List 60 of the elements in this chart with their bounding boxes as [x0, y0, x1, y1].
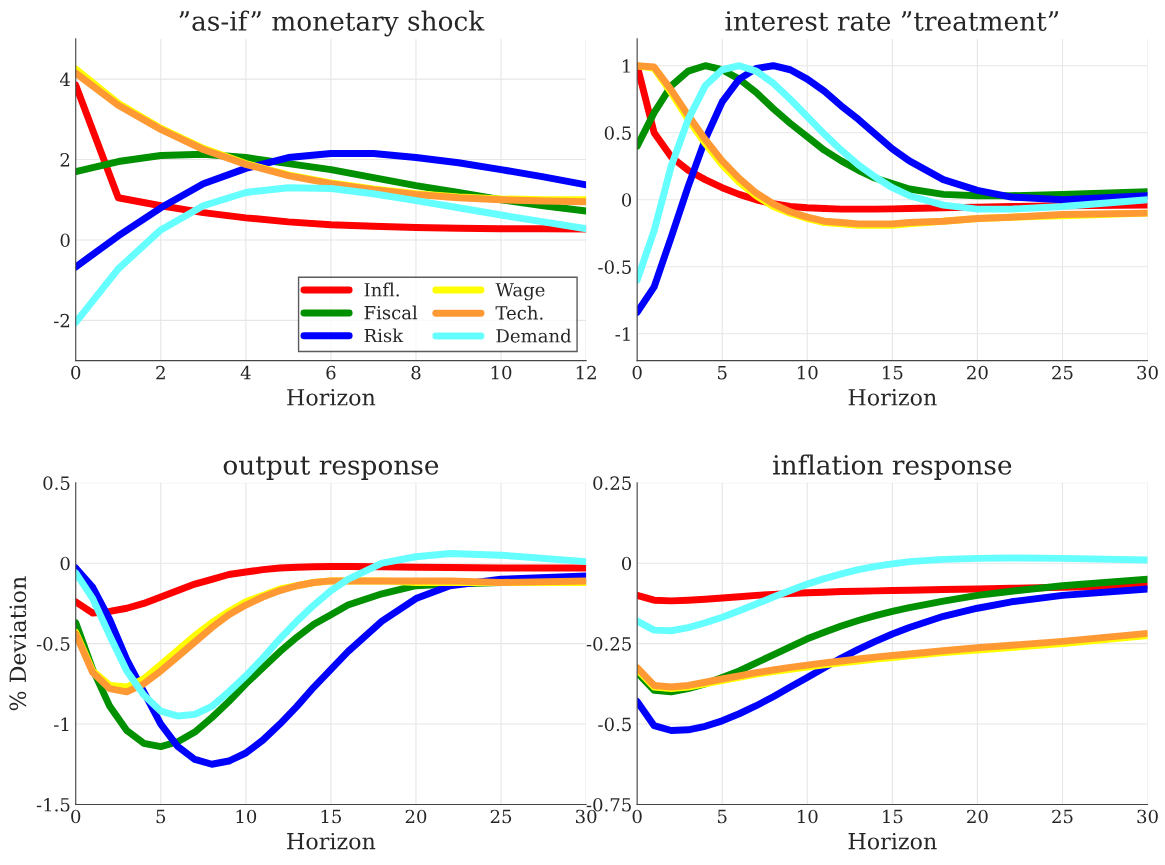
- x-tick-label: 4: [240, 365, 251, 380]
- legend-label: Infl.: [364, 282, 399, 297]
- legend-label: Fiscal: [364, 305, 418, 320]
- x-tick-label: 20: [967, 809, 988, 824]
- y-tick-label: -1: [615, 327, 630, 341]
- chart-title: inflation response: [773, 454, 1012, 480]
- x-tick-label: 10: [236, 809, 257, 824]
- y-tick-label: 0.5: [604, 126, 631, 140]
- x-tick-label: 30: [1137, 365, 1158, 380]
- x-tick-label: 5: [718, 365, 727, 380]
- y-tick-label: 0: [621, 556, 632, 571]
- y-tick-label: 0.5: [43, 476, 70, 490]
- x-axis-title: Horizon: [848, 832, 937, 850]
- y-tick-label: -1.5: [36, 797, 70, 812]
- y-tick-label: 0.25: [593, 476, 631, 490]
- y-tick-label: 4: [59, 72, 70, 86]
- chart-title: output response: [223, 456, 439, 480]
- x-tick-label: 15: [321, 809, 342, 824]
- legend-label: Wage: [495, 283, 545, 301]
- x-tick-label: 0: [632, 809, 642, 824]
- x-tick-label: 6: [326, 365, 336, 380]
- x-tick-label: 12: [576, 365, 596, 380]
- y-tick-label: 2: [60, 153, 70, 167]
- x-tick-label: 25: [490, 809, 512, 824]
- legend-label: Demand: [496, 328, 572, 343]
- y-tick-label: 0: [60, 556, 70, 571]
- x-tick-label: 25: [1052, 809, 1073, 824]
- chart-title: interest rate ”treatment”: [725, 11, 1059, 31]
- y-tick-label: -0.5: [598, 717, 631, 732]
- y-tick-label: 0: [60, 233, 70, 248]
- y-tick-label: -1: [54, 717, 69, 731]
- x-axis-title: Horizon: [848, 389, 937, 406]
- y-tick-label: -0.25: [586, 637, 631, 651]
- x-axis-title: Horizon: [287, 389, 376, 406]
- y-tick-label: 1: [623, 59, 630, 73]
- x-tick-label: 0: [71, 365, 81, 380]
- x-tick-label: 8: [411, 365, 421, 380]
- y-tick-label: -2: [54, 313, 70, 328]
- x-tick-label: 30: [1137, 809, 1158, 824]
- x-axis-title: Horizon: [287, 832, 376, 850]
- legend-label: Tech.: [495, 305, 543, 320]
- x-tick-label: 10: [491, 365, 512, 380]
- x-tick-label: 15: [883, 365, 903, 380]
- x-tick-label: 15: [883, 809, 903, 824]
- x-tick-label: 10: [797, 365, 818, 380]
- x-tick-label: 10: [797, 809, 818, 824]
- y-tick-label: 0: [621, 193, 632, 207]
- legend-label: Risk: [364, 328, 404, 343]
- x-tick-label: 0: [632, 365, 642, 380]
- y-tick-label: -0.5: [598, 260, 631, 274]
- y-tick-label: -0.5: [36, 637, 70, 651]
- x-tick-label: 0: [71, 809, 81, 824]
- x-tick-label: 5: [156, 809, 166, 824]
- x-tick-label: 20: [967, 365, 988, 380]
- chart-title: ”as-if” monetary shock: [179, 10, 485, 37]
- x-tick-label: 25: [1052, 365, 1073, 380]
- x-tick-label: 20: [405, 809, 427, 824]
- x-tick-label: 2: [156, 365, 165, 380]
- x-tick-label: 5: [718, 809, 727, 824]
- y-axis-title: % Deviation: [9, 576, 27, 711]
